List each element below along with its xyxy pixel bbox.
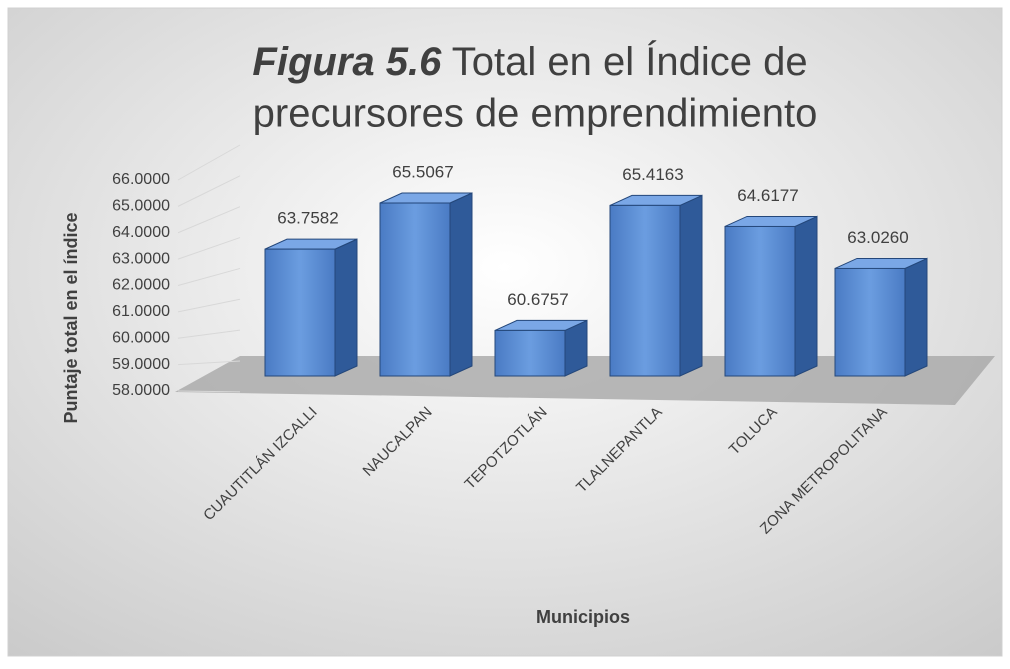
value-label: 65.4163 [622,165,683,184]
grid-line [177,144,241,181]
bar-side [904,257,928,377]
y-tick-label: 66.0000 [112,171,170,188]
grid-line [177,298,241,313]
bar [724,215,818,377]
y-axis-title: Puntaje total en el índice [61,212,81,423]
grid-line [177,237,241,260]
y-tick-label: 59.0000 [112,356,170,373]
y-tick-label: 60.0000 [112,329,170,346]
chart-title: Figura 5.6 Total en el Índice de [252,39,807,84]
chart-title-text: precursores de emprendimiento [253,92,818,136]
grid-line [177,206,241,234]
bar [834,257,928,377]
bar-side [679,194,703,377]
y-tick-label: 61.0000 [112,303,170,320]
grid-line [177,175,241,207]
y-tick-label: 62.0000 [112,277,170,294]
grid-line [177,267,241,286]
bar-front [264,248,336,377]
bar-side [794,215,818,377]
grid-line [177,360,241,366]
y-tick-label: 58.0000 [112,382,170,399]
bar-side [334,238,358,377]
grid-line [177,329,241,339]
bar-front [494,329,566,377]
bar-front [609,204,681,377]
y-tick-label: 63.0000 [112,250,170,267]
bar [494,319,588,377]
bar [609,194,703,377]
bar [264,238,358,377]
bar-front [724,225,796,377]
bar-front [379,202,451,377]
y-tick-label: 64.0000 [112,224,170,241]
value-label: 63.0260 [847,228,908,247]
y-tick-label: 65.0000 [112,198,170,215]
title-part: Total en el Índice de [452,39,808,84]
x-axis-title: Municipios [536,607,630,627]
bar-side [449,192,473,377]
title-label: Figura 5.6 [252,40,442,84]
grid-line [177,390,241,393]
value-label: 60.6757 [507,290,568,309]
value-label: 65.5067 [392,162,453,181]
value-label: 64.6177 [737,186,798,205]
value-label: 63.7582 [277,209,338,228]
bar [379,192,473,377]
bar-front [834,267,906,377]
